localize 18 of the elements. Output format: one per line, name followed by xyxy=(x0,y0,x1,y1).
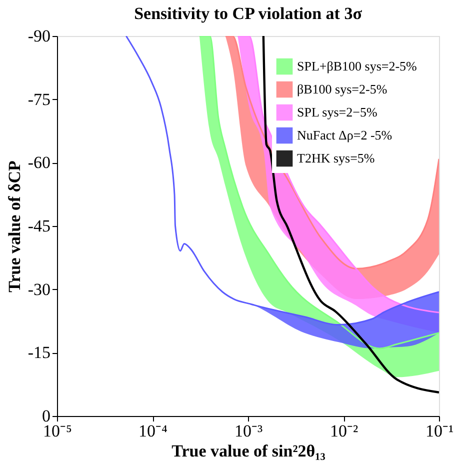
legend-label: βB100 sys=2-5% xyxy=(297,82,388,96)
chart-title: Sensitivity to CP violation at 3σ xyxy=(134,4,363,23)
legend-label: NuFact Δρ=2 -5% xyxy=(297,128,392,142)
x-tick-label: 10⁻¹ xyxy=(425,422,454,440)
x-tick-label: 10⁻⁴ xyxy=(138,422,168,440)
x-axis-title: True value of sin²2θ₁₃ xyxy=(172,442,326,460)
y-tick-label: -15 xyxy=(28,343,50,362)
y-axis-title: True value of δCP xyxy=(4,160,24,292)
y-tick-label: -45 xyxy=(28,216,50,236)
y-tick-label: -60 xyxy=(28,153,50,172)
legend-label: T2HK sys=5% xyxy=(297,150,375,166)
x-tick-label: 10⁻³ xyxy=(234,422,263,440)
legend-label: SPL+βB100 sys=2-5% xyxy=(297,58,418,74)
x-tick-label: 10⁻² xyxy=(330,422,358,440)
y-tick-label: -30 xyxy=(28,280,50,299)
legend-label: SPL sys=2−5% xyxy=(297,104,378,120)
y-tick-label: -90 xyxy=(28,26,50,46)
y-tick-label: -75 xyxy=(28,90,50,109)
